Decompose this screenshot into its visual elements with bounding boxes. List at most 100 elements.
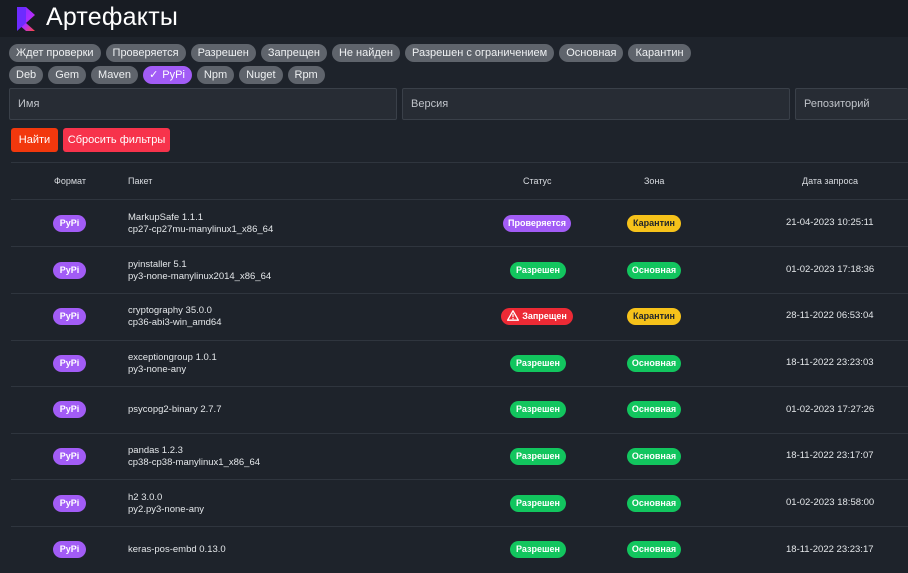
status-filter-chips: Ждет проверки Проверяется Разрешен Запре… xyxy=(9,44,691,62)
status-badge: Разрешен xyxy=(510,401,566,418)
format-filter-chips: Deb Gem Maven ✓ PyPi Npm Nuget Rpm xyxy=(9,66,325,84)
package-file: py2.py3-none-any xyxy=(128,503,205,515)
table-row[interactable]: PyPi exceptiongroup 1.0.1 py3-none-any Р… xyxy=(11,340,908,387)
status-badge: Разрешен xyxy=(510,448,566,465)
format-badge: PyPi xyxy=(53,308,86,325)
status-badge: Разрешен xyxy=(510,495,566,512)
chip-zone[interactable]: Карантин xyxy=(628,44,691,62)
table-row[interactable]: PyPi cryptography 35.0.0 cp36-abi3-win_a… xyxy=(11,294,908,341)
chip-format[interactable]: Maven xyxy=(91,66,139,84)
header-package[interactable]: Пакет xyxy=(128,176,153,186)
zone-badge: Основная xyxy=(627,448,681,465)
format-badge: PyPi xyxy=(53,401,86,418)
package-file: cp27-cp27mu-manylinux1_x86_64 xyxy=(128,223,274,235)
package-cell: exceptiongroup 1.0.1 py3-none-any xyxy=(128,352,217,375)
divider xyxy=(11,199,908,200)
package-cell: psycopg2-binary 2.7.7 xyxy=(128,404,221,416)
table-row[interactable]: PyPi keras-pos-embd 0.13.0 Разрешен Осно… xyxy=(11,527,908,573)
page-title: Артефакты xyxy=(46,3,179,31)
package-name: h2 3.0.0 xyxy=(128,492,163,503)
chip-status[interactable]: Разрешен xyxy=(190,44,256,62)
chip-format[interactable]: Npm xyxy=(196,66,235,84)
package-file: cp36-abi3-win_amd64 xyxy=(128,316,222,328)
zone-badge: Основная xyxy=(627,355,681,372)
table-row[interactable]: PyPi pyinstaller 5.1 py3-none-manylinux2… xyxy=(11,247,908,294)
package-name: pandas 1.2.3 xyxy=(128,445,183,456)
find-button[interactable]: Найти xyxy=(11,128,58,152)
status-badge: Разрешен xyxy=(510,262,566,279)
package-cell: pyinstaller 5.1 py3-none-manylinux2014_x… xyxy=(128,259,271,282)
table-header: Формат Пакет Статус Зона Дата запроса xyxy=(0,163,908,199)
reset-filters-button[interactable]: Сбросить фильтры xyxy=(63,128,170,152)
package-file: py3-none-manylinux2014_x86_64 xyxy=(128,270,272,282)
zone-badge: Основная xyxy=(627,495,681,512)
warning-icon xyxy=(507,310,520,321)
package-name: exceptiongroup 1.0.1 xyxy=(128,352,217,363)
check-icon: ✓ xyxy=(149,69,159,81)
repository-field xyxy=(795,88,908,120)
format-badge: PyPi xyxy=(53,355,86,372)
chip-zone[interactable]: Основная xyxy=(559,44,624,62)
request-date: 28-11-2022 06:53:04 xyxy=(786,310,874,321)
version-input[interactable] xyxy=(411,89,781,119)
package-file: cp38-cp38-manylinux1_x86_64 xyxy=(128,456,261,468)
chip-format[interactable]: Deb xyxy=(9,66,44,84)
version-field xyxy=(402,88,790,120)
package-name: cryptography 35.0.0 xyxy=(128,305,212,316)
table-row[interactable]: PyPi pandas 1.2.3 cp38-cp38-manylinux1_x… xyxy=(11,433,908,480)
table-row[interactable]: PyPi psycopg2-binary 2.7.7 Разрешен Осно… xyxy=(11,387,908,434)
format-badge: PyPi xyxy=(53,215,86,232)
header-date[interactable]: Дата запроса xyxy=(802,176,858,186)
chip-status[interactable]: Разрешен с ограничением xyxy=(405,44,555,62)
package-file: py3-none-any xyxy=(128,363,187,375)
chip-status[interactable]: Проверяется xyxy=(105,44,186,62)
divider xyxy=(11,162,908,163)
request-date: 01-02-2023 17:18:36 xyxy=(786,264,875,275)
name-input[interactable] xyxy=(18,89,388,119)
request-date: 21-04-2023 10:25:11 xyxy=(786,217,874,228)
package-cell: h2 3.0.0 py2.py3-none-any xyxy=(128,492,204,515)
zone-badge: Основная xyxy=(627,401,681,418)
header-zone[interactable]: Зона xyxy=(644,176,665,186)
chip-format-active[interactable]: ✓ PyPi xyxy=(143,66,192,84)
logo-icon xyxy=(17,7,35,31)
status-badge: Разрешен xyxy=(510,355,566,372)
status-badge: Запрещен xyxy=(501,308,573,325)
package-cell: cryptography 35.0.0 cp36-abi3-win_amd64 xyxy=(128,305,221,328)
request-date: 01-02-2023 18:58:00 xyxy=(786,497,875,508)
request-date: 18-11-2022 23:23:03 xyxy=(786,357,874,368)
chip-status[interactable]: Запрещен xyxy=(260,44,327,62)
request-date: 01-02-2023 17:27:26 xyxy=(786,404,875,415)
format-badge: PyPi xyxy=(53,448,86,465)
chip-format[interactable]: Nuget xyxy=(239,66,283,84)
chip-status[interactable]: Не найден xyxy=(331,44,401,62)
package-name: pyinstaller 5.1 xyxy=(128,259,187,270)
table-row[interactable]: PyPi h2 3.0.0 py2.py3-none-any Разрешен … xyxy=(11,480,908,527)
package-name: psycopg2-binary 2.7.7 xyxy=(128,404,222,415)
repository-input[interactable] xyxy=(804,89,900,119)
zone-badge: Карантин xyxy=(627,215,681,232)
package-cell: keras-pos-embd 0.13.0 xyxy=(128,544,226,556)
status-badge: Разрешен xyxy=(510,541,566,558)
header-status[interactable]: Статус xyxy=(523,176,552,186)
chip-format[interactable]: Rpm xyxy=(287,66,325,84)
chip-format[interactable]: Gem xyxy=(48,66,87,84)
request-date: 18-11-2022 23:17:07 xyxy=(786,450,874,461)
chip-label: PyPi xyxy=(162,69,185,81)
zone-badge: Основная xyxy=(627,541,681,558)
chip-status[interactable]: Ждет проверки xyxy=(9,44,101,62)
header-format[interactable]: Формат xyxy=(54,176,86,186)
request-date: 18-11-2022 23:23:17 xyxy=(786,544,874,555)
zone-badge: Основная xyxy=(627,262,681,279)
format-badge: PyPi xyxy=(53,541,86,558)
package-name: MarkupSafe 1.1.1 xyxy=(128,212,203,223)
table-row[interactable]: PyPi MarkupSafe 1.1.1 cp27-cp27mu-manyli… xyxy=(11,200,908,247)
status-label: Запрещен xyxy=(522,311,567,321)
format-badge: PyPi xyxy=(53,495,86,512)
top-bar: Артефакты xyxy=(0,0,908,37)
package-cell: MarkupSafe 1.1.1 cp27-cp27mu-manylinux1_… xyxy=(128,212,273,235)
name-field xyxy=(9,88,397,120)
package-name: keras-pos-embd 0.13.0 xyxy=(128,544,226,555)
zone-badge: Карантин xyxy=(627,308,681,325)
format-badge: PyPi xyxy=(53,262,86,279)
